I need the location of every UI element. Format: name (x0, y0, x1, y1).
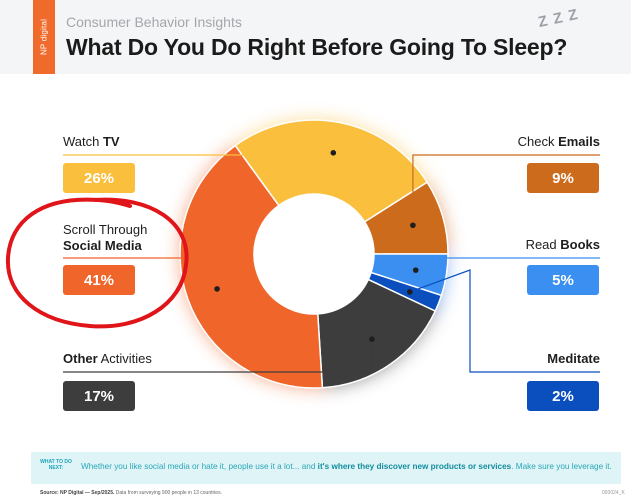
value-badge-social-media: 41% (63, 265, 135, 295)
label-other-activities: Other Activities (63, 351, 152, 366)
tip-tag: WHAT TO DO NEXT: (40, 459, 72, 471)
leader-line-check-emails (412, 154, 600, 226)
value-badge-check-emails: 9% (527, 163, 599, 193)
leader-dot-meditate (406, 289, 413, 295)
label-watch-tv: Watch TV (63, 134, 120, 149)
leader-dot-watch-tv (330, 150, 337, 156)
leader-line-meditate (409, 269, 600, 373)
label-check-emails: Check Emails (517, 134, 600, 149)
source-note: Source: NP Digital — Sep/2025. Data from… (40, 490, 222, 496)
leader-dot-other-activities (369, 336, 375, 342)
donut-hole (254, 194, 374, 314)
value-badge-other: 17% (63, 381, 135, 411)
label-read-books: Read Books (525, 237, 600, 252)
leader-dot-check-emails (410, 222, 416, 229)
leader-dot-read-books (412, 267, 419, 273)
what-to-do-next-banner: WHAT TO DO NEXT: Whether you like social… (31, 452, 621, 484)
value-badge-meditate: 2% (527, 381, 599, 411)
kicker-text: Consumer Behavior Insights (66, 14, 242, 30)
tip-text: Whether you like social media or hate it… (81, 462, 612, 471)
value-badge-read-books: 5% (527, 265, 599, 295)
label-social-media: Scroll Through Social Media (63, 222, 148, 253)
donut-slice-social-media (179, 144, 324, 389)
red-annotation-circle (5, 197, 189, 329)
leader-dot-social-media (214, 286, 220, 292)
leader-line-read-books (415, 257, 600, 271)
np-digital-logo: NP digital (33, 0, 55, 74)
leader-line-other-activities (63, 339, 373, 373)
page-title: What Do You Do Right Before Going To Sle… (66, 34, 568, 60)
leader-line-social-media (63, 257, 218, 289)
label-meditate: Meditate (547, 351, 600, 366)
value-badge-watch-tv: 26% (63, 163, 135, 193)
header-bar: NP digital Consumer Behavior Insights Wh… (0, 0, 631, 74)
chart-code: 093024_K (602, 490, 625, 496)
